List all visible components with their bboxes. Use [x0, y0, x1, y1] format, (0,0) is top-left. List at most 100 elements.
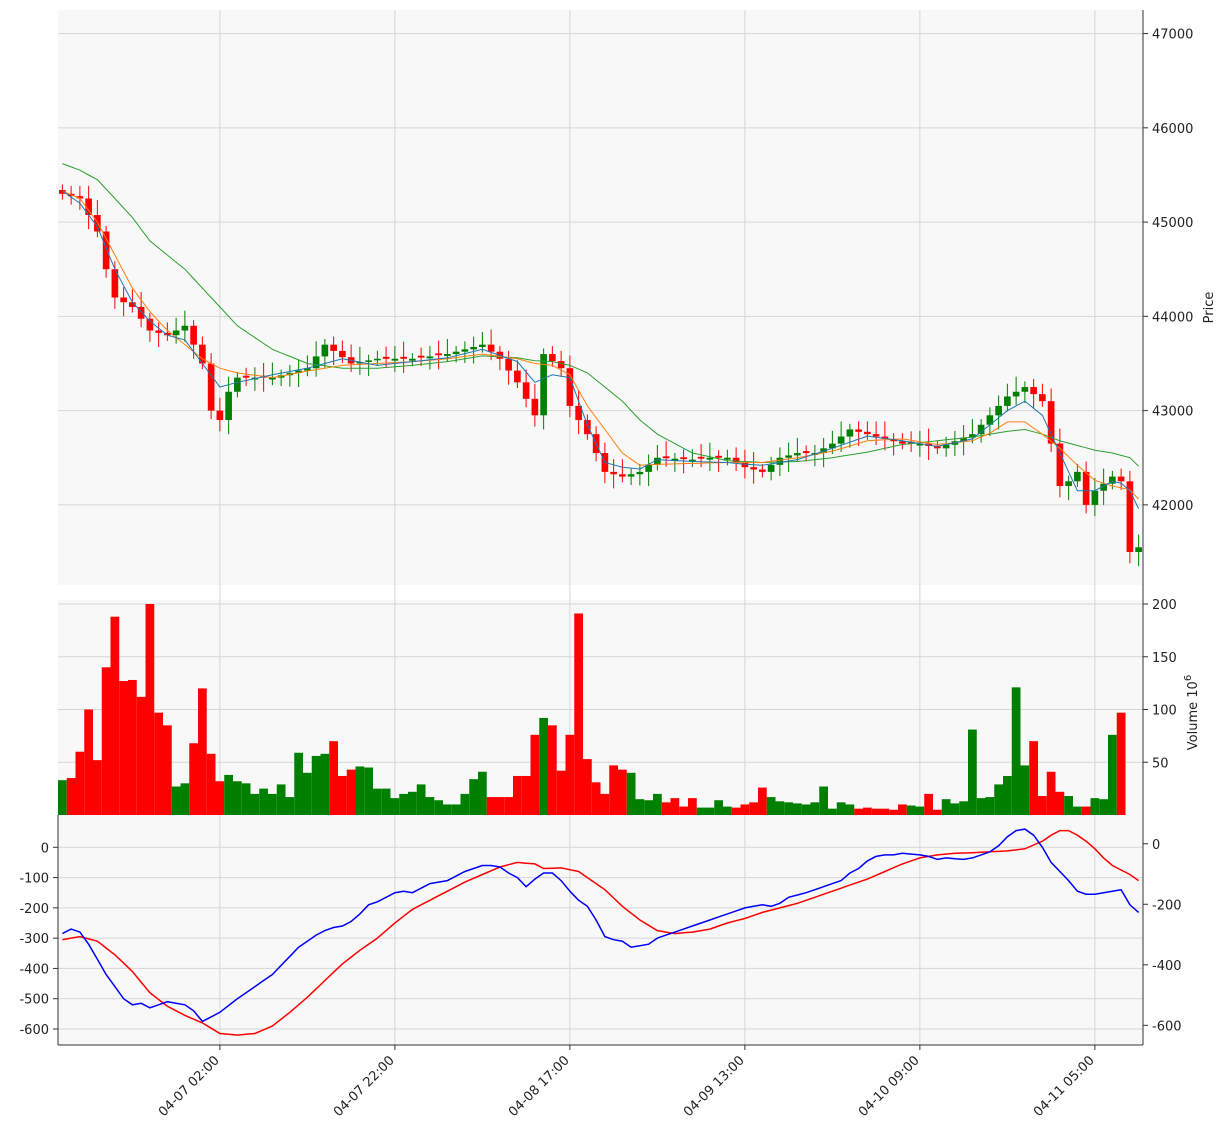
price-axis-label: Price	[1202, 292, 1217, 324]
candle-body	[531, 398, 539, 416]
x-tick-label: 04-07 22:00	[331, 1053, 398, 1120]
volume-bar	[1073, 806, 1082, 815]
candle-body	[505, 358, 512, 371]
volume-bar	[731, 807, 741, 815]
volume-tick-label: 50	[1152, 756, 1169, 771]
volume-bar	[618, 769, 627, 815]
volume-bar	[1020, 765, 1030, 815]
candle-body	[207, 363, 215, 411]
candle-body	[794, 453, 801, 456]
candle-body	[514, 370, 521, 383]
x-tick-label: 04-09 13:00	[681, 1053, 748, 1120]
volume-bar	[171, 786, 181, 815]
volume-bar	[364, 767, 373, 815]
volume-bar	[688, 798, 697, 815]
candle-body	[986, 415, 994, 425]
candle-body	[339, 350, 346, 358]
candle-body	[654, 457, 661, 465]
candle-body	[295, 370, 302, 373]
volume-bar	[338, 775, 347, 815]
volume-bar	[486, 797, 496, 815]
candle-body	[461, 349, 469, 352]
volume-bar	[556, 770, 566, 815]
volume-bar	[801, 804, 811, 815]
volume-tick-label: 100	[1152, 704, 1177, 719]
volume-bar	[233, 781, 242, 815]
macd-signal-line	[62, 829, 1140, 1036]
volume-bar	[609, 765, 618, 815]
volume-bar	[189, 743, 198, 815]
candle-body	[671, 458, 679, 461]
candle-body	[111, 269, 119, 298]
macd-left-tick-label: -500	[19, 993, 49, 1008]
macd-left-tick-label: -300	[19, 932, 49, 947]
candle-body	[636, 471, 644, 475]
volume-bar	[1116, 712, 1126, 815]
candle-body	[837, 436, 845, 444]
macd-right-tick-label: 0	[1152, 838, 1160, 853]
volume-bar	[259, 788, 268, 815]
volume-bar	[565, 734, 575, 815]
candle-body	[1100, 483, 1107, 491]
volume-bar	[1003, 775, 1012, 815]
candle-body	[1074, 471, 1081, 482]
volume-bar	[241, 783, 251, 815]
volume-bar	[110, 616, 120, 815]
volume-bar	[530, 734, 540, 815]
volume-bar	[355, 766, 365, 815]
volume-bar	[180, 783, 190, 815]
candle-body	[785, 455, 792, 458]
candle-body	[1126, 481, 1134, 553]
volume-bar	[101, 667, 111, 815]
candle-body	[374, 358, 381, 361]
volume-bar	[119, 681, 128, 815]
candle-body	[802, 451, 810, 454]
volume-bar	[635, 799, 645, 815]
volume-bar	[836, 802, 846, 815]
candle-body	[881, 436, 889, 439]
price-tick-label: 44000	[1152, 310, 1193, 325]
volume-bar	[425, 797, 435, 815]
candle-body	[627, 474, 635, 477]
candle-body	[706, 457, 714, 460]
volume-bar	[1029, 741, 1038, 815]
candle-body	[1047, 401, 1055, 444]
volume-bar	[1055, 791, 1065, 815]
volume-bar	[933, 809, 942, 815]
volume-bar	[1081, 806, 1091, 815]
volume-bar	[128, 679, 137, 815]
macd-left-tick-label: -200	[19, 902, 49, 917]
candle-body	[549, 354, 556, 362]
volume-bar	[521, 775, 531, 815]
candle-body	[120, 297, 127, 303]
candle-body	[172, 330, 180, 336]
volume-bar	[784, 802, 793, 815]
candle-body	[645, 464, 652, 472]
volume-bar	[548, 725, 557, 815]
volume-bar	[915, 806, 925, 815]
candle-body	[715, 455, 722, 458]
candle-body	[1117, 476, 1125, 482]
candle-body	[102, 231, 110, 270]
volume-bar	[1046, 771, 1056, 815]
candle-body	[916, 443, 924, 446]
price-tick-label: 42000	[1152, 499, 1193, 514]
candle-body	[1039, 394, 1046, 402]
volume-bar	[793, 803, 802, 815]
volume-bar	[276, 784, 286, 815]
volume-bar	[381, 788, 391, 815]
volume-bar	[819, 786, 828, 815]
volume-bar	[714, 800, 723, 815]
volume-bar	[600, 793, 610, 815]
candle-body	[216, 410, 224, 421]
candle-body	[321, 344, 329, 357]
candle-body	[155, 330, 162, 333]
volume-bar	[373, 788, 382, 815]
candle-body	[619, 474, 626, 477]
candle-body	[1021, 387, 1029, 392]
candle-body	[1004, 396, 1011, 406]
volume-bar	[959, 801, 968, 815]
volume-bar	[408, 791, 417, 815]
volume-bar	[75, 751, 85, 815]
